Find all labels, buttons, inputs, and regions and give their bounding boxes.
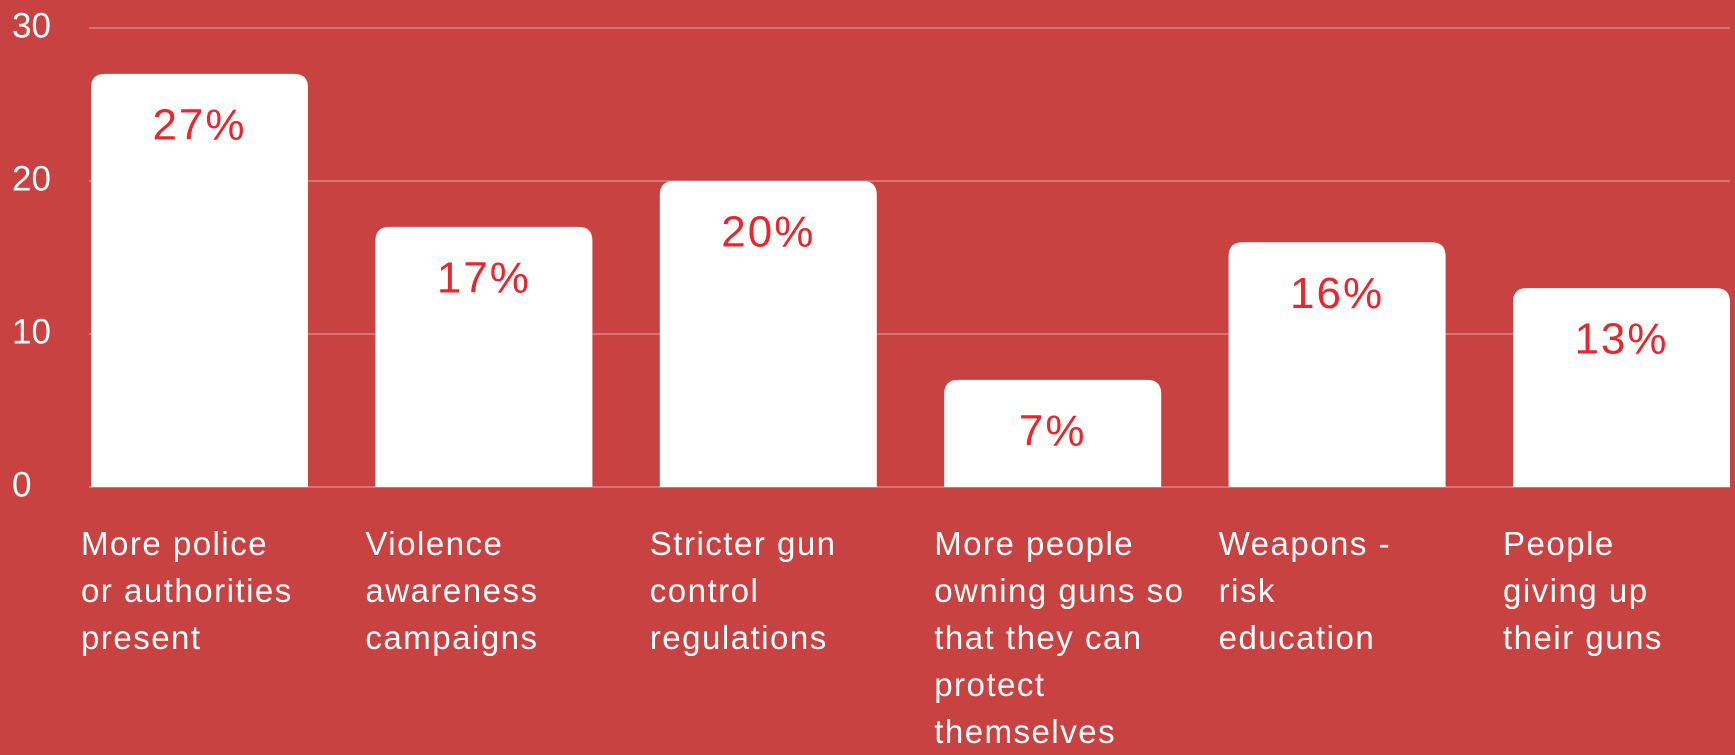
bar [375, 226, 593, 487]
x-tick-label: Violence awareness campaigns [365, 525, 539, 656]
value-label: 7% [1019, 407, 1087, 456]
x-tick-label: More police or authorities present [81, 525, 293, 656]
y-tick-label: 10 [12, 312, 51, 351]
x-tick-label: Weapons - risk education [1218, 525, 1392, 656]
bar [91, 73, 308, 488]
value-label: 20% [721, 208, 815, 257]
y-tick-label: 0 [12, 465, 31, 504]
x-tick-label: People giving up their guns [1503, 525, 1663, 656]
value-label: 17% [437, 254, 531, 303]
x-tick-label: More people owning guns so that they can… [934, 525, 1185, 750]
y-tick-label: 20 [12, 159, 51, 198]
y-tick-label: 30 [12, 6, 51, 45]
value-label: 27% [152, 101, 246, 150]
value-label: 16% [1290, 269, 1384, 318]
bar [1228, 242, 1446, 487]
value-label: 13% [1574, 315, 1668, 364]
bar [944, 379, 1162, 487]
bar [659, 181, 877, 487]
bar [1513, 288, 1730, 487]
x-tick-label: Stricter gun control regulations [649, 525, 837, 656]
